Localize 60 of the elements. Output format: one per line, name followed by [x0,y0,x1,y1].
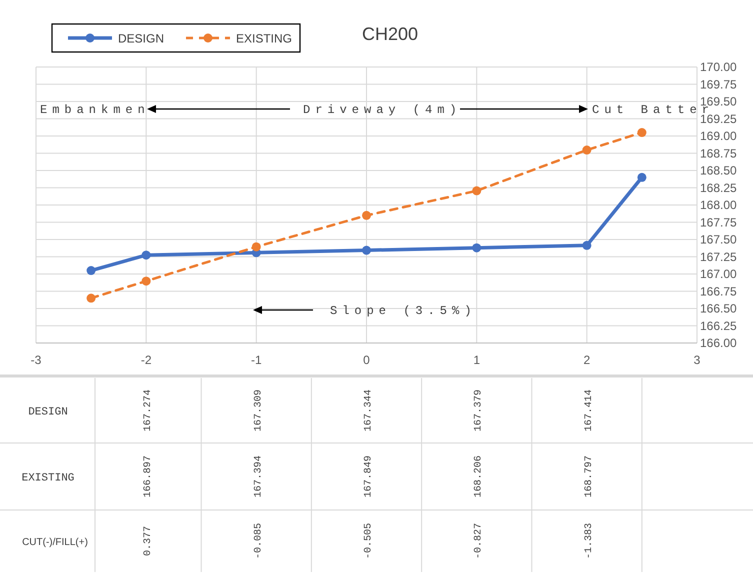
y-tick-label: 167.25 [700,250,738,264]
y-tick-label: 168.25 [700,180,738,195]
point [252,242,261,252]
text: 167.344 [364,389,374,432]
y-tick-label: 166.00 [700,336,738,350]
point [362,246,371,255]
text: CUT(-)/FILL(+) [22,537,88,548]
point [142,250,151,260]
y-tick-label: 167.00 [700,267,738,281]
y-tick-label: 170.00 [700,60,738,74]
text: 0.377 [143,526,154,556]
text: 166.897 [143,455,154,498]
text: 168.797 [584,455,595,498]
text: -1.383 [584,522,595,560]
text: 167.394 [253,455,264,498]
text: EXISTING [22,472,74,484]
annotation: Driveway (4m) [303,103,462,117]
y-tick-label: 168.00 [700,198,738,212]
chart-title: CH200 [362,24,418,44]
point [86,266,96,276]
point [142,276,151,286]
x-tick-label: 0 [363,353,370,367]
x-tick-label: 1 [473,353,480,367]
legend-label: EXISTING [236,32,292,46]
text: 167.309 [253,389,264,432]
x-tick-label: -3 [30,353,42,367]
legend-label: DESIGN [118,32,164,46]
y-tick-label: 166.50 [700,302,738,316]
y-tick-label: 169.00 [700,129,738,143]
point [582,146,592,155]
text: 168.206 [474,455,485,498]
text: -0.505 [364,522,374,560]
text: -0.827 [474,522,485,560]
point [637,128,646,138]
text: -0.085 [253,522,264,560]
point [637,172,646,182]
y-tick-label: 168.75 [700,146,738,160]
y-tick-label: 166.75 [700,284,738,298]
text: 167.379 [474,389,485,432]
y-tick-label: 169.75 [700,77,738,92]
y-tick-label: 167.50 [700,232,738,246]
point [472,186,482,196]
x-tick-label: -2 [140,353,152,367]
point [582,240,592,250]
text: 167.849 [364,455,374,498]
y-tick-label: 167.75 [700,215,738,230]
x-tick-label: 3 [694,353,701,367]
y-tick-label: 169.25 [700,112,738,126]
annotation: Slope (3.5%) [330,304,476,318]
point [86,294,96,303]
annotation: Embankmen [40,103,150,117]
text: DESIGN [28,406,68,418]
x-tick-label: -1 [250,353,262,367]
x-tick-label: 2 [583,353,590,367]
text: 167.414 [584,389,595,432]
y-tick-label: 168.50 [700,164,738,178]
y-tick-label: 166.25 [700,318,738,333]
text: 167.274 [143,389,154,432]
point [362,210,371,220]
point [472,243,482,252]
